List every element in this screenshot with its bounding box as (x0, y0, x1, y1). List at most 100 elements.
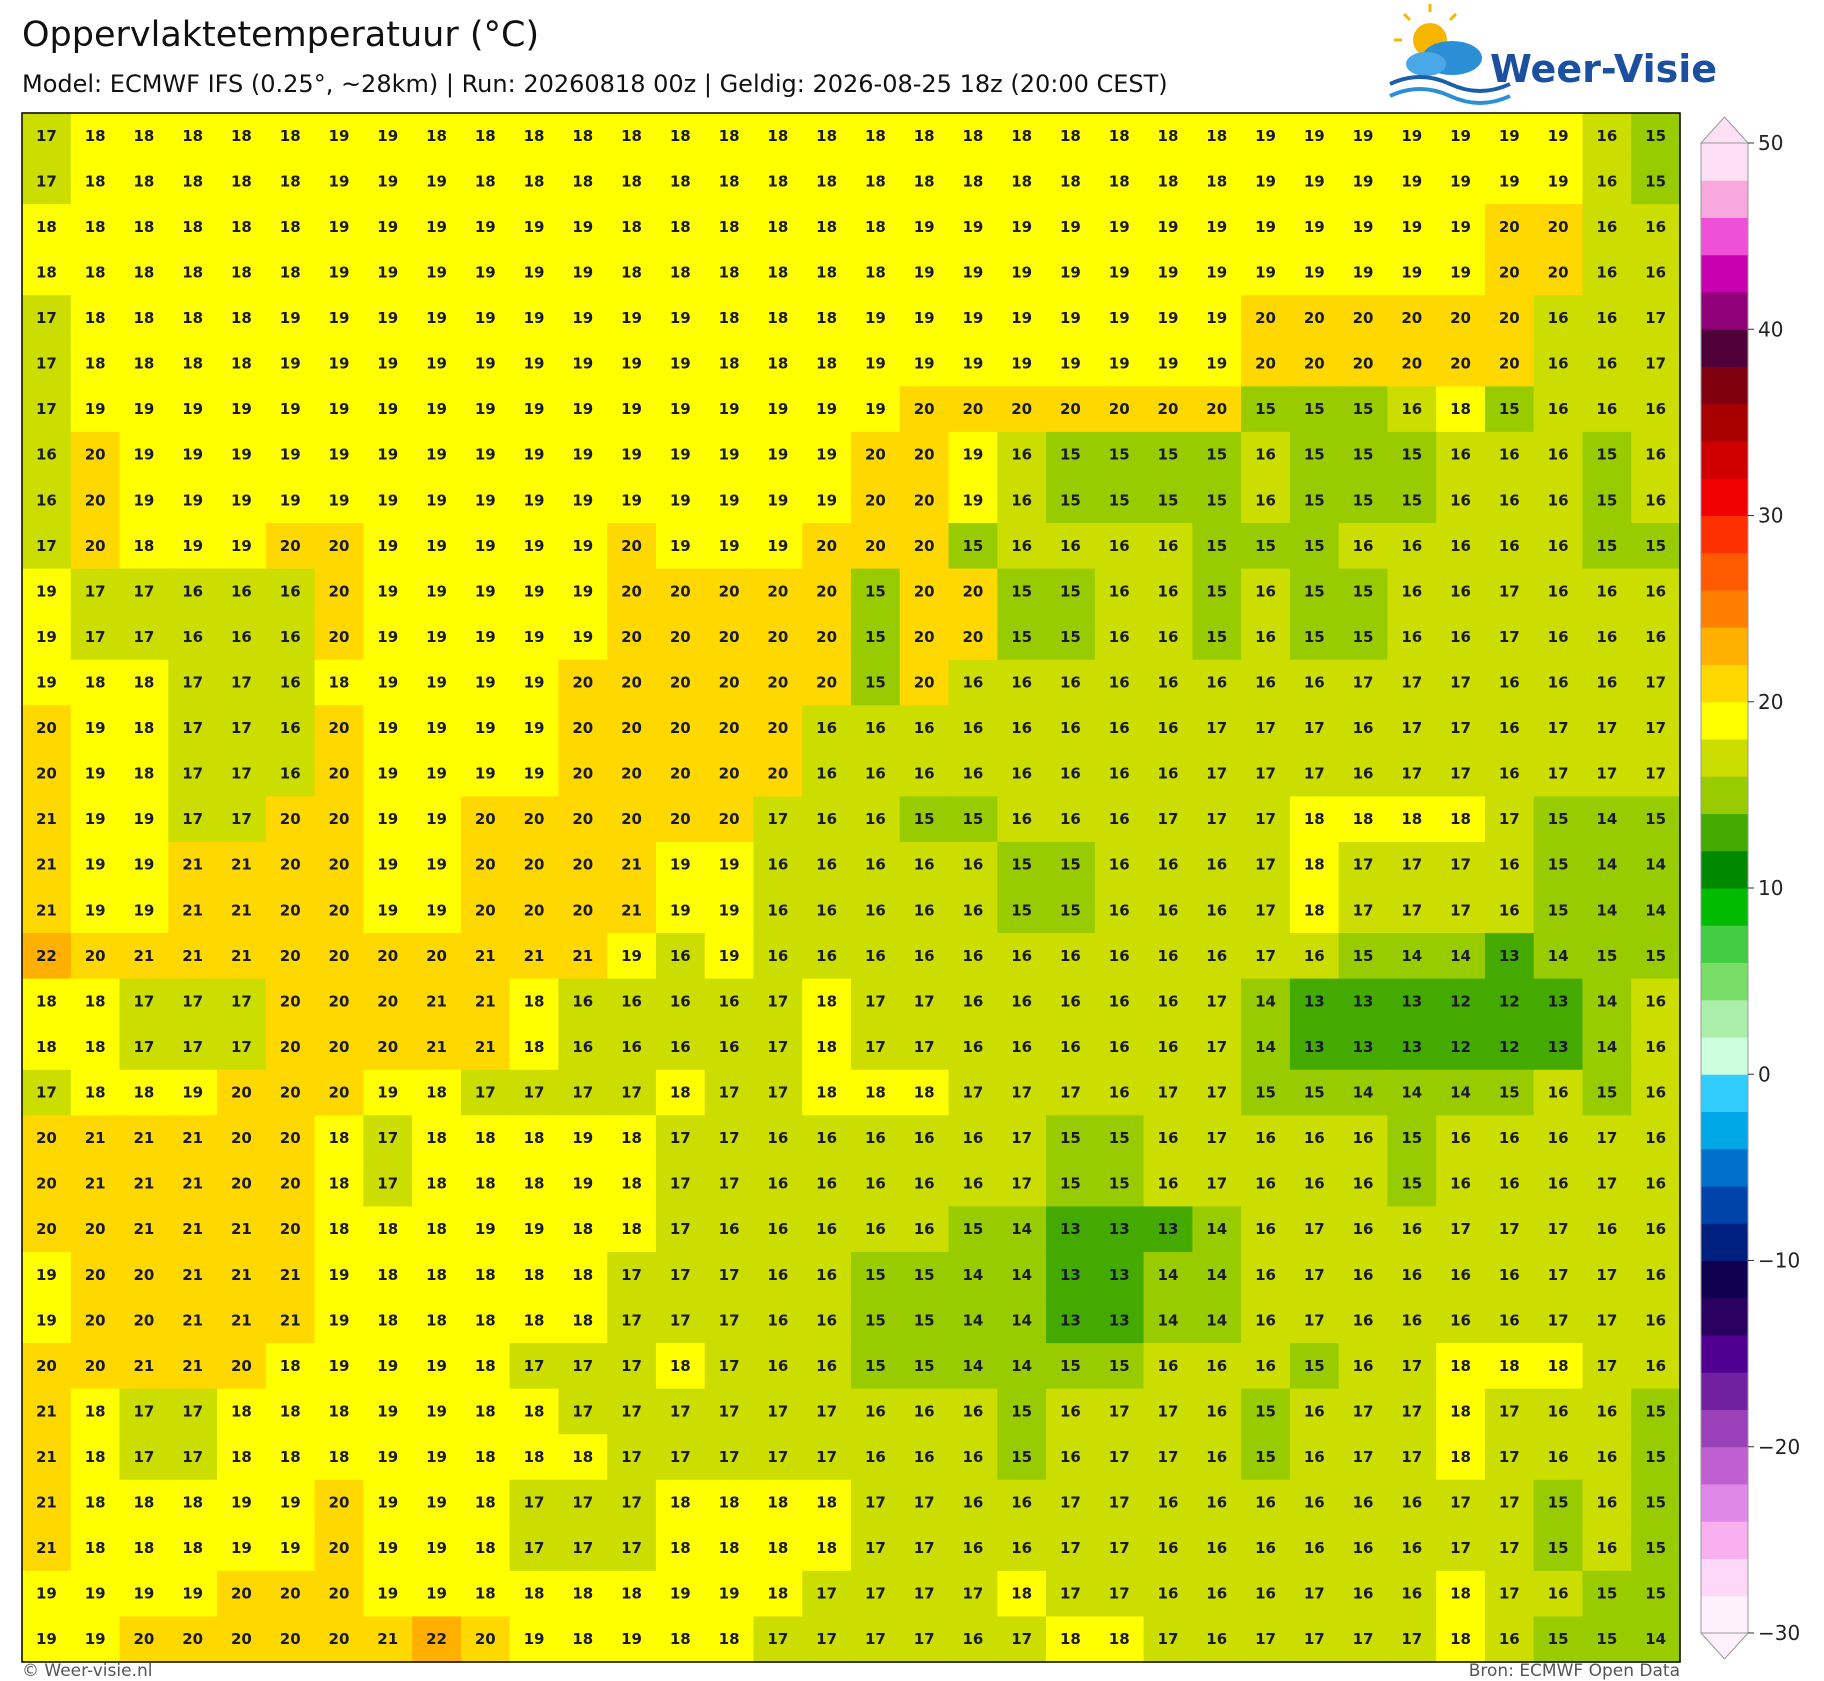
colorbar-band (1701, 1297, 1748, 1336)
temperature-label: 20 (914, 491, 935, 509)
temperature-cell (363, 1388, 413, 1435)
temperature-label: 21 (36, 1448, 57, 1466)
temperature-cell (1436, 431, 1486, 479)
temperature-label: 19 (182, 446, 203, 464)
temperature-label: 14 (1206, 1266, 1227, 1284)
colorbar-band (1701, 925, 1748, 963)
temperature-cell (412, 1297, 462, 1344)
temperature-label: 18 (914, 172, 935, 190)
temperature-cell (802, 249, 852, 296)
temperature-label: 14 (1255, 992, 1276, 1010)
temperature-cell (655, 796, 706, 843)
temperature-cell (899, 887, 950, 934)
temperature-cell (70, 750, 121, 797)
temperature-label: 15 (1304, 537, 1325, 555)
temperature-cell (1533, 1206, 1584, 1253)
temperature-cell (704, 523, 755, 570)
temperature-cell (1338, 204, 1389, 251)
temperature-cell (22, 568, 72, 615)
temperature-cell (997, 113, 1047, 160)
temperature-label: 19 (475, 491, 496, 509)
temperature-label: 18 (1304, 901, 1325, 919)
temperature-cell (1046, 887, 1096, 934)
temperature-cell (1631, 1297, 1681, 1344)
colorbar-band (1701, 1595, 1748, 1634)
temperature-cell (412, 1570, 462, 1618)
temperature-cell (1241, 1251, 1291, 1299)
temperature-cell (851, 295, 901, 342)
temperature-cell (22, 933, 72, 980)
temperature-label: 14 (1596, 901, 1617, 919)
temperature-label: 18 (621, 218, 642, 236)
temperature-label: 16 (1353, 1220, 1374, 1238)
temperature-label: 17 (1450, 673, 1471, 691)
temperature-cell (1484, 705, 1535, 752)
temperature-label: 15 (1645, 810, 1666, 828)
temperature-cell (997, 841, 1047, 889)
temperature-cell (509, 1434, 560, 1481)
temperature-cell (1338, 386, 1389, 433)
temperature-label: 20 (329, 628, 350, 646)
temperature-cell (704, 568, 755, 615)
temperature-cell (1289, 1525, 1340, 1572)
temperature-cell (1436, 1115, 1486, 1162)
temperature-label: 16 (1353, 537, 1374, 555)
temperature-label: 16 (1060, 1038, 1081, 1056)
temperature-label: 16 (1011, 992, 1032, 1010)
temperature-label: 17 (670, 1448, 691, 1466)
temperature-label: 21 (182, 947, 203, 965)
temperature-label: 18 (816, 992, 837, 1010)
temperature-cell (412, 1434, 462, 1481)
temperature-cell (899, 1479, 950, 1526)
temperature-cell (607, 1388, 657, 1435)
temperature-label: 19 (1206, 355, 1227, 373)
temperature-label: 15 (865, 1266, 886, 1284)
temperature-label: 20 (36, 719, 57, 737)
colorbar-band (1701, 1446, 1748, 1485)
temperature-cell (704, 1297, 755, 1344)
temperature-label: 20 (85, 491, 106, 509)
temperature-cell (607, 659, 657, 706)
temperature-cell (899, 750, 950, 797)
temperature-cell (460, 1479, 511, 1526)
temperature-cell (948, 887, 998, 934)
temperature-cell (1289, 1160, 1340, 1208)
temperature-label: 20 (231, 1175, 252, 1193)
temperature-cell (899, 1251, 950, 1299)
temperature-cell (1094, 1115, 1145, 1162)
temperature-label: 16 (1255, 446, 1276, 464)
temperature-label: 16 (1596, 263, 1617, 281)
temperature-label: 19 (36, 628, 57, 646)
temperature-label: 15 (1645, 947, 1666, 965)
temperature-label: 14 (1255, 1038, 1276, 1056)
temperature-label: 16 (865, 947, 886, 965)
temperature-cell (1289, 614, 1340, 661)
temperature-label: 16 (1645, 1129, 1666, 1147)
temperature-cell (899, 386, 950, 433)
temperature-cell (217, 477, 267, 524)
temperature-cell (314, 249, 364, 296)
temperature-cell (1436, 295, 1486, 342)
temperature-label: 18 (280, 127, 301, 145)
temperature-cell (1387, 1206, 1437, 1253)
temperature-label: 21 (133, 1129, 154, 1147)
temperature-cell (948, 1525, 998, 1572)
temperature-cell (217, 614, 267, 661)
temperature-label: 20 (280, 810, 301, 828)
temperature-label: 20 (329, 947, 350, 965)
temperature-cell (1533, 204, 1584, 251)
temperature-cell (22, 340, 72, 387)
temperature-label: 17 (524, 1357, 545, 1375)
temperature-label: 16 (767, 856, 788, 874)
temperature-label: 19 (475, 446, 496, 464)
temperature-cell (363, 158, 413, 205)
temperature-cell (363, 1069, 413, 1116)
temperature-label: 17 (475, 1084, 496, 1102)
temperature-cell (217, 1434, 267, 1481)
temperature-cell (412, 978, 462, 1025)
temperature-label: 17 (182, 765, 203, 783)
temperature-cell (1046, 1388, 1096, 1435)
temperature-cell (119, 1525, 169, 1572)
temperature-label: 15 (1011, 901, 1032, 919)
temperature-label: 20 (231, 1084, 252, 1102)
